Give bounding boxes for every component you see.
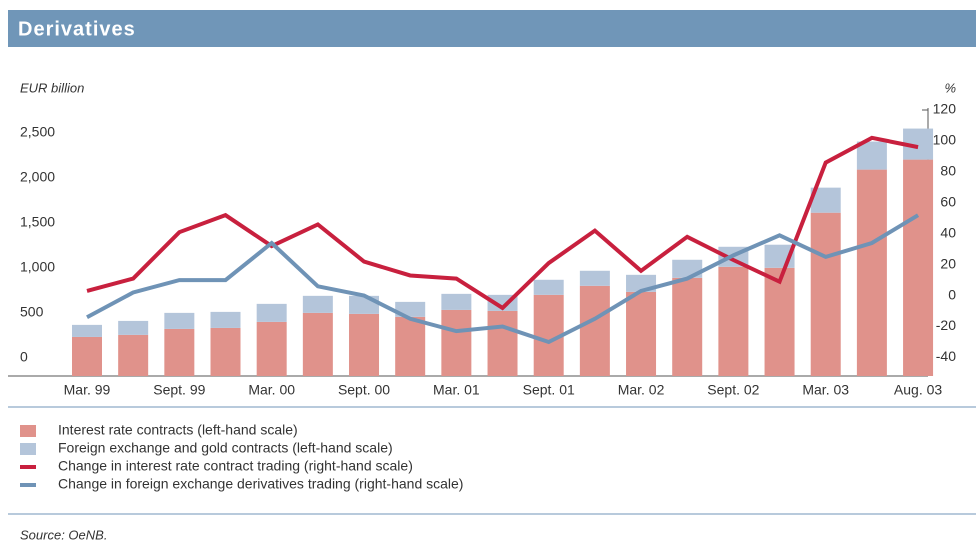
bar xyxy=(626,291,657,376)
x-tick-label: Mar. 02 xyxy=(618,382,665,398)
y-tick-label: 500 xyxy=(20,304,44,320)
bar xyxy=(349,295,380,314)
legend-label: Interest rate contracts (left-hand scale… xyxy=(58,422,298,438)
bar xyxy=(533,279,564,295)
y-tick-label: 1,500 xyxy=(20,213,55,229)
source-note: Source: OeNB. xyxy=(20,527,107,542)
bar xyxy=(487,310,518,376)
bar xyxy=(395,316,426,376)
x-tick-label: Sept. 02 xyxy=(707,382,759,398)
x-tick-label: Mar. 01 xyxy=(433,382,480,398)
bar xyxy=(441,293,472,310)
x-tick-label: Mar. 03 xyxy=(802,382,849,398)
bar xyxy=(349,313,380,376)
bar xyxy=(579,285,610,376)
x-tick-label: Mar. 00 xyxy=(248,382,295,398)
bar xyxy=(672,277,703,376)
bar xyxy=(441,309,472,376)
y2-tick-label: 40 xyxy=(940,224,956,240)
legend-swatch xyxy=(20,425,36,437)
legend-swatch xyxy=(20,483,36,487)
y2-tick-label: 20 xyxy=(940,255,956,271)
bar xyxy=(718,266,749,376)
bar xyxy=(856,141,887,170)
bar xyxy=(302,295,333,313)
bar xyxy=(118,334,149,376)
x-tick-label: Aug. 03 xyxy=(894,382,942,398)
y-tick-label: 0 xyxy=(20,349,28,365)
bar xyxy=(579,270,610,286)
bar xyxy=(164,328,195,376)
bar xyxy=(256,321,287,376)
y-axis-label: EUR billion xyxy=(20,80,84,95)
y2-tick-label: 100 xyxy=(933,132,957,148)
y2-tick-label: -40 xyxy=(936,348,956,364)
y2-axis-label: % xyxy=(944,80,956,95)
bar xyxy=(118,320,149,335)
line xyxy=(86,135,919,311)
bar xyxy=(72,336,102,376)
bar xyxy=(72,324,102,337)
x-tick-label: Sept. 01 xyxy=(523,382,575,398)
line xyxy=(86,213,920,345)
legend-label: Change in interest rate contract trading… xyxy=(58,458,413,474)
y-tick-label: 2,000 xyxy=(20,168,55,184)
bar xyxy=(302,312,333,376)
legend-label: Foreign exchange and gold contracts (lef… xyxy=(58,440,393,456)
bar xyxy=(210,327,241,376)
bar xyxy=(764,267,795,376)
bar xyxy=(164,312,195,329)
x-tick-label: Sept. 99 xyxy=(153,382,205,398)
y2-tick-label: -20 xyxy=(936,317,956,333)
bar xyxy=(210,311,241,328)
legend-swatch xyxy=(20,465,36,469)
bar xyxy=(903,159,934,376)
y2-tick-label: 80 xyxy=(940,163,956,179)
bar xyxy=(810,212,841,376)
header-bar xyxy=(8,10,976,47)
y2-tick-label: 0 xyxy=(948,286,956,302)
legend-label: Change in foreign exchange derivatives t… xyxy=(58,476,463,492)
bar xyxy=(256,303,287,322)
x-tick-label: Mar. 99 xyxy=(64,382,111,398)
bar xyxy=(856,169,887,376)
y2-tick-label: 60 xyxy=(940,193,956,209)
y-tick-label: 2,500 xyxy=(20,123,55,139)
y-tick-label: 1,000 xyxy=(20,259,55,275)
y2-tick-label: 120 xyxy=(933,101,957,117)
legend-swatch xyxy=(20,443,36,455)
chart-title: Derivatives xyxy=(18,18,136,40)
x-tick-label: Sept. 00 xyxy=(338,382,390,398)
